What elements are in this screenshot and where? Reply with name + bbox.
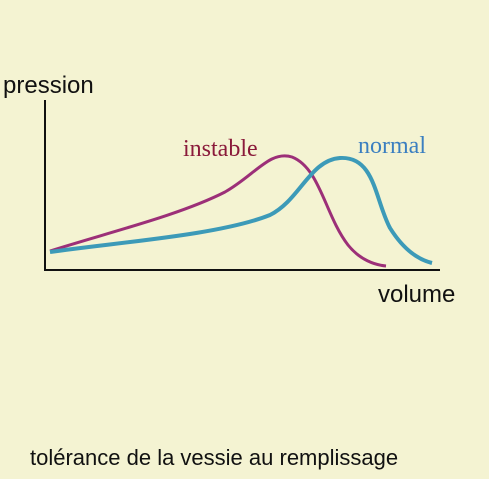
y-axis-label: pression bbox=[3, 72, 94, 99]
caption: tolérance de la vessie au remplissage bbox=[30, 445, 398, 470]
curve-instable bbox=[49, 154, 387, 268]
x-axis-label: volume bbox=[378, 281, 455, 308]
curve-label: instable bbox=[183, 136, 258, 162]
curve-normal bbox=[49, 155, 433, 265]
curve-label: normal bbox=[358, 133, 426, 159]
